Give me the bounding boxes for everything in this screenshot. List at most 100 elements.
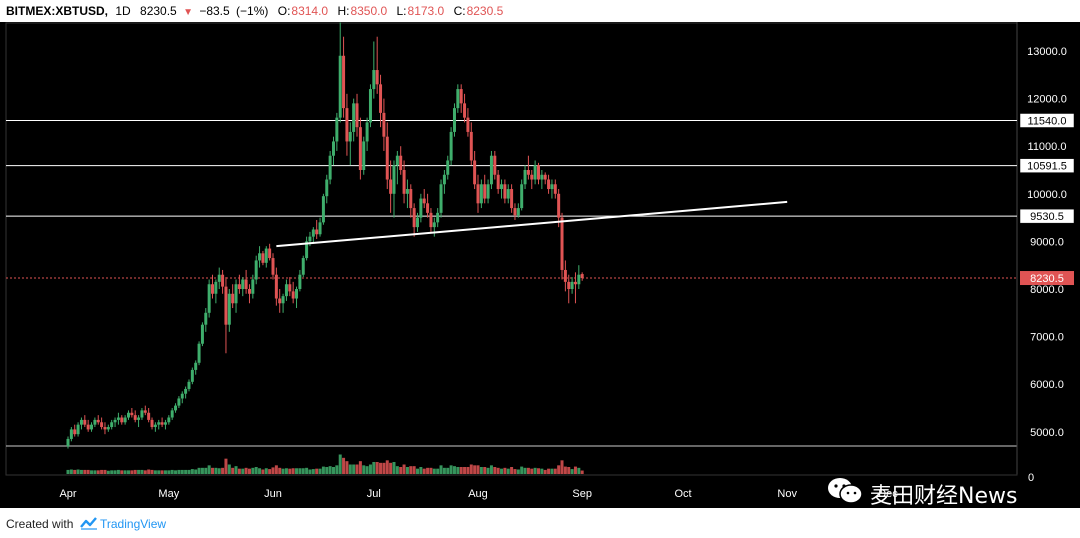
candle-body[interactable] [311, 229, 315, 237]
candle-body[interactable] [325, 179, 329, 197]
candle-body[interactable] [140, 410, 144, 418]
candle-body[interactable] [247, 289, 251, 294]
candle-body[interactable] [436, 212, 440, 223]
tradingview-logo-icon[interactable] [80, 516, 98, 530]
candle-body[interactable] [580, 274, 584, 279]
candle-body[interactable] [392, 165, 396, 194]
candle-body[interactable] [93, 419, 97, 425]
candle-body[interactable] [432, 222, 436, 228]
candle-body[interactable] [526, 170, 530, 175]
candle-body[interactable] [224, 286, 228, 325]
candle-body[interactable] [493, 155, 497, 175]
candle-body[interactable] [318, 222, 322, 235]
candle-body[interactable] [90, 424, 94, 430]
candle-body[interactable] [368, 89, 372, 123]
candle-body[interactable] [157, 422, 161, 425]
candle-body[interactable] [563, 269, 567, 282]
candle-body[interactable] [190, 369, 194, 382]
candle-body[interactable] [382, 112, 386, 137]
candle-body[interactable] [577, 274, 581, 285]
candle-body[interactable] [520, 184, 524, 209]
candle-body[interactable] [345, 108, 349, 142]
candle-body[interactable] [194, 362, 198, 370]
candle-body[interactable] [395, 155, 399, 166]
candle-body[interactable] [100, 422, 104, 428]
candle-body[interactable] [355, 103, 359, 128]
candle-body[interactable] [76, 424, 80, 435]
candle-body[interactable] [288, 284, 292, 292]
candle-body[interactable] [570, 281, 574, 289]
candle-body[interactable] [170, 410, 174, 418]
candle-body[interactable] [177, 398, 181, 406]
candle-body[interactable] [234, 284, 238, 304]
candle-body[interactable] [204, 312, 208, 325]
candle-body[interactable] [308, 236, 312, 242]
candle-body[interactable] [412, 208, 416, 228]
candle-body[interactable] [486, 184, 490, 199]
candle-body[interactable] [342, 55, 346, 109]
candle-body[interactable] [207, 284, 211, 313]
candle-body[interactable] [147, 412, 151, 420]
candle-body[interactable] [130, 412, 134, 416]
candle-body[interactable] [281, 296, 285, 304]
candle-body[interactable] [126, 412, 130, 418]
candle-body[interactable] [446, 160, 450, 175]
candle-body[interactable] [211, 284, 215, 294]
candle-body[interactable] [116, 417, 120, 420]
candle-body[interactable] [241, 279, 245, 289]
candle-body[interactable] [163, 422, 167, 425]
candle-body[interactable] [449, 131, 453, 161]
candle-body[interactable] [510, 189, 514, 209]
candle-body[interactable] [335, 117, 339, 142]
candle-body[interactable] [79, 419, 83, 425]
candle-body[interactable] [328, 155, 332, 180]
candle-body[interactable] [516, 208, 520, 216]
candle-body[interactable] [160, 422, 164, 425]
candle-body[interactable] [405, 189, 409, 194]
candle-body[interactable] [271, 258, 275, 275]
candle-body[interactable] [550, 184, 554, 190]
candle-body[interactable] [476, 184, 480, 204]
candle-body[interactable] [284, 284, 288, 297]
candle-body[interactable] [298, 274, 302, 289]
candle-body[interactable] [96, 419, 100, 423]
candle-body[interactable] [214, 281, 218, 294]
candle-body[interactable] [419, 198, 423, 218]
candle-body[interactable] [66, 438, 70, 447]
candle-body[interactable] [268, 248, 272, 259]
candle-body[interactable] [439, 184, 443, 213]
candle-body[interactable] [506, 189, 510, 199]
candle-body[interactable] [362, 141, 366, 170]
candle-body[interactable] [553, 184, 557, 194]
candle-body[interactable] [113, 419, 117, 423]
candle-body[interactable] [69, 429, 73, 439]
candle-body[interactable] [573, 281, 577, 285]
candle-body[interactable] [197, 343, 201, 363]
candle-body[interactable] [567, 281, 571, 289]
candle-body[interactable] [348, 131, 352, 142]
candle-body[interactable] [469, 131, 473, 161]
candle-body[interactable] [187, 381, 191, 389]
candle-body[interactable] [150, 419, 154, 428]
candle-body[interactable] [372, 70, 376, 90]
candle-body[interactable] [483, 184, 487, 199]
candle-body[interactable] [315, 229, 319, 235]
candle-body[interactable] [167, 417, 171, 423]
candle-body[interactable] [237, 284, 241, 289]
candle-body[interactable] [513, 208, 517, 216]
candle-body[interactable] [305, 241, 309, 259]
candle-body[interactable] [409, 189, 413, 209]
candle-body[interactable] [120, 417, 124, 423]
candle-body[interactable] [543, 174, 547, 180]
candle-body[interactable] [459, 89, 463, 104]
candle-body[interactable] [133, 415, 137, 420]
candle-body[interactable] [422, 198, 426, 204]
candle-body[interactable] [153, 424, 157, 428]
candle-body[interactable] [385, 136, 389, 180]
candle-body[interactable] [500, 184, 504, 190]
candle-body[interactable] [416, 217, 420, 228]
candle-body[interactable] [456, 89, 460, 109]
candle-body[interactable] [301, 258, 305, 275]
candle-body[interactable] [321, 196, 325, 223]
candle-body[interactable] [402, 170, 406, 194]
